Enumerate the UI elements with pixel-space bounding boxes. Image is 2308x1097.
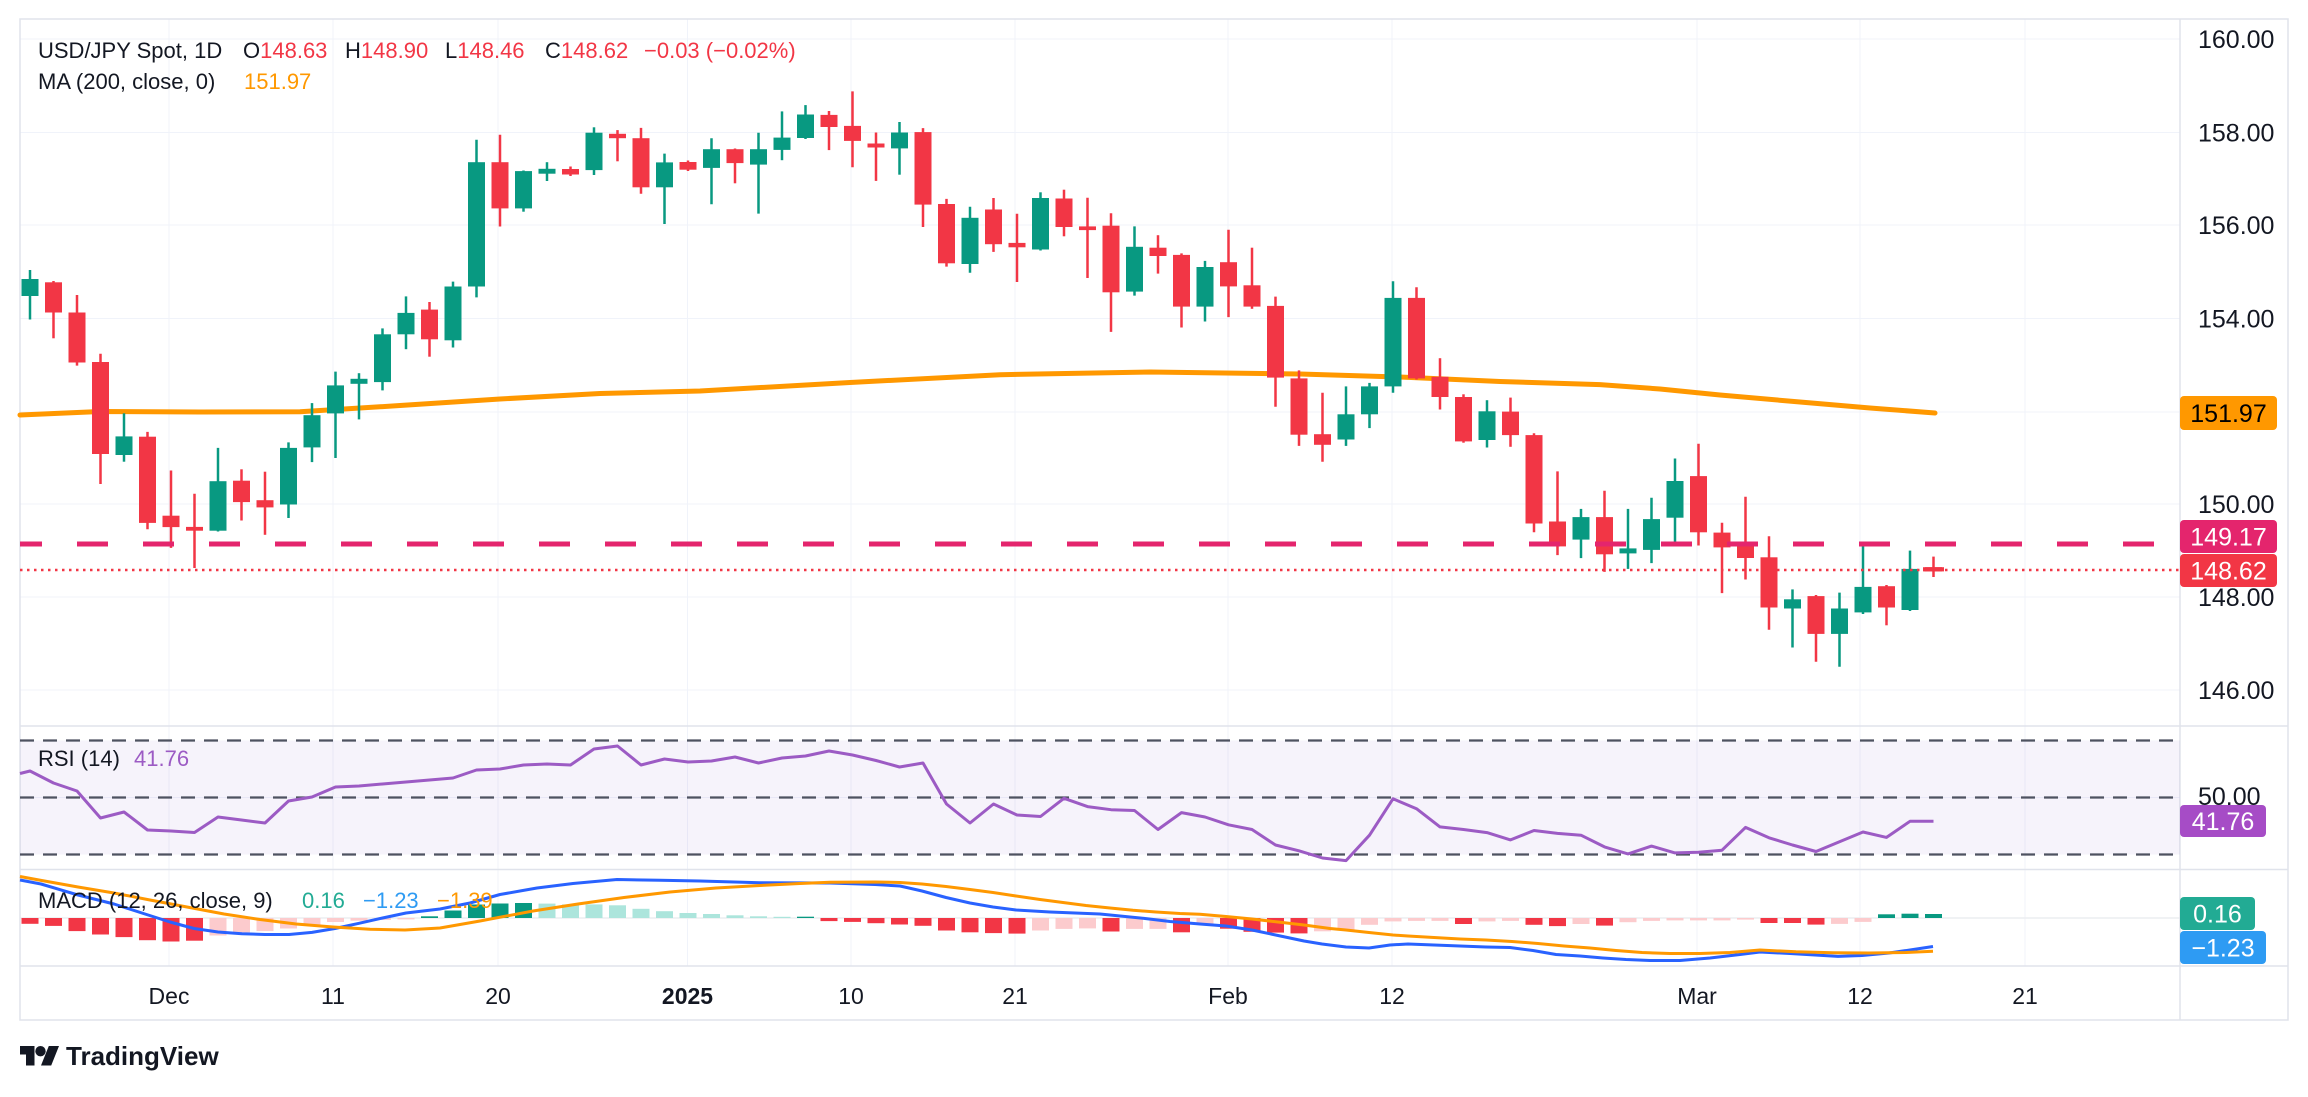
svg-text:158.00: 158.00	[2198, 120, 2274, 148]
svg-text:160.00: 160.00	[2198, 26, 2274, 54]
svg-text:148.62: 148.62	[2190, 558, 2266, 586]
svg-text:20: 20	[485, 983, 511, 1009]
svg-text:MA (200, close, 0)151.97: MA (200, close, 0) 151.97	[38, 69, 311, 94]
svg-text:TradingView: TradingView	[66, 1041, 219, 1071]
svg-text:12: 12	[1847, 983, 1873, 1009]
svg-text:Feb: Feb	[1208, 983, 1248, 1009]
svg-text:0.16: 0.16	[2193, 901, 2242, 929]
svg-text:150.00: 150.00	[2198, 491, 2274, 519]
svg-text:154.00: 154.00	[2198, 306, 2274, 334]
svg-text:151.97: 151.97	[2190, 400, 2266, 428]
svg-text:21: 21	[2012, 983, 2038, 1009]
svg-text:MACD (12, 26, close, 9)0.16−1.: MACD (12, 26, close, 9) 0.16 −1.23 −1.39	[38, 888, 493, 913]
svg-text:148.00: 148.00	[2198, 584, 2274, 612]
svg-text:10: 10	[838, 983, 864, 1009]
svg-text:11: 11	[321, 983, 345, 1009]
svg-text:156.00: 156.00	[2198, 212, 2274, 240]
svg-text:RSI (14)41.76: RSI (14) 41.76	[38, 746, 189, 771]
svg-text:12: 12	[1379, 983, 1405, 1009]
svg-text:149.17: 149.17	[2190, 524, 2266, 552]
svg-text:41.76: 41.76	[2192, 808, 2255, 836]
svg-text:−1.23: −1.23	[2191, 935, 2254, 963]
svg-text:Mar: Mar	[1677, 983, 1717, 1009]
svg-text:Dec: Dec	[149, 983, 190, 1009]
svg-text:146.00: 146.00	[2198, 677, 2274, 705]
svg-text:2025: 2025	[662, 983, 713, 1009]
svg-text:21: 21	[1002, 983, 1028, 1009]
